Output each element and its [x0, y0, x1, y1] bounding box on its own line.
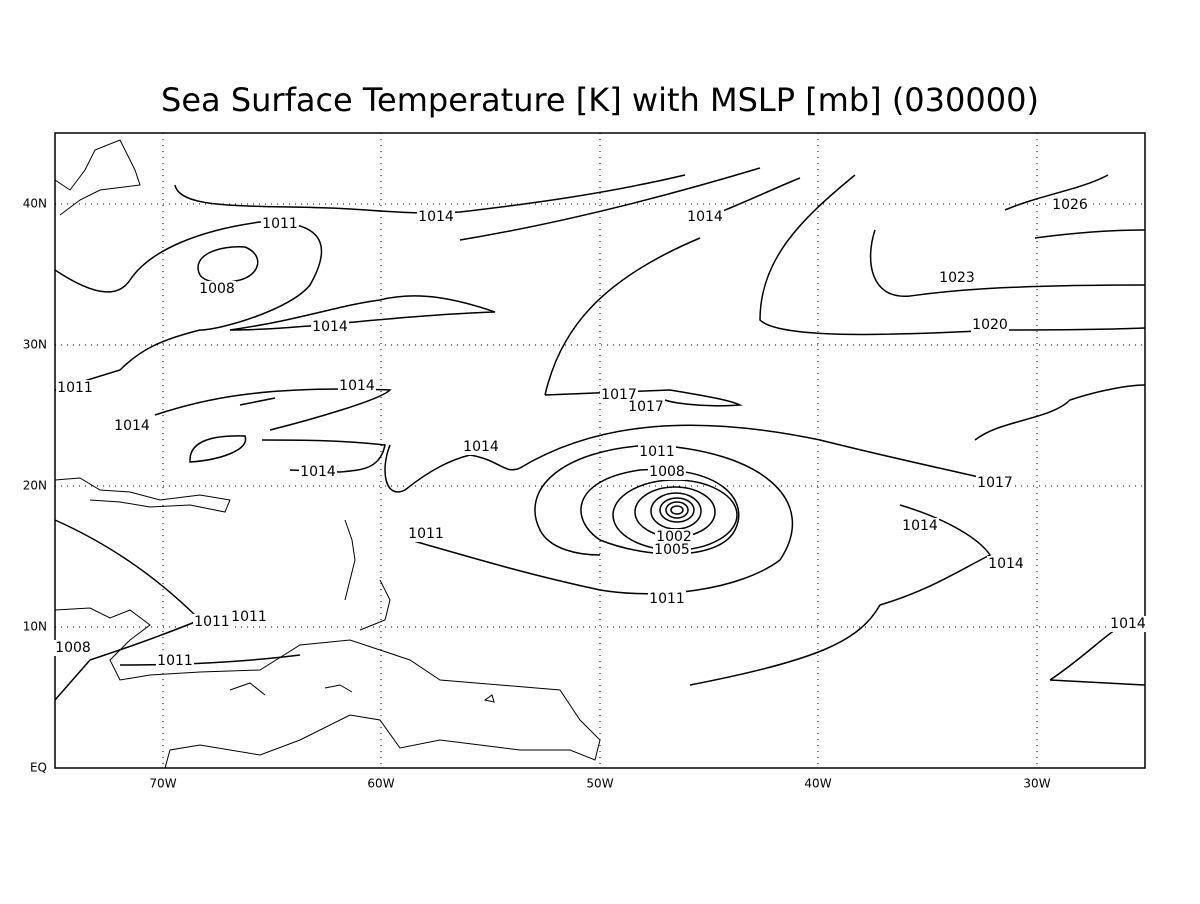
contour-label: 1008	[55, 640, 91, 656]
label-background	[653, 542, 691, 558]
isobar	[659, 497, 695, 523]
isobar	[689, 504, 992, 686]
isobar	[974, 384, 1146, 441]
contour-label: 1014	[339, 378, 375, 394]
label-background	[686, 209, 724, 225]
label-background	[976, 475, 1014, 491]
label-background	[648, 591, 686, 607]
isobar	[54, 221, 323, 391]
label-background	[938, 270, 976, 286]
contour-label: 1014	[988, 556, 1024, 572]
label-background	[901, 518, 939, 534]
label-background	[971, 317, 1009, 333]
isobar	[665, 501, 689, 519]
isobar	[670, 505, 684, 515]
contour-label: 1011	[194, 614, 230, 630]
coastline	[54, 477, 231, 513]
contour-label: 1011	[262, 216, 298, 232]
label-background	[56, 380, 94, 396]
coastlines	[54, 139, 601, 769]
contour-label: 1017	[977, 475, 1013, 491]
contour-label: 1008	[649, 464, 685, 480]
contour-label: 1011	[57, 380, 93, 396]
contour-label: 1014	[418, 209, 454, 225]
contour-label: 1014	[687, 209, 723, 225]
isobar	[174, 174, 686, 214]
label-background	[261, 216, 299, 232]
isobar	[869, 229, 1146, 297]
label-background	[638, 444, 676, 460]
contour-label: 1011	[408, 526, 444, 542]
label-background	[462, 439, 500, 455]
coastline	[229, 682, 495, 703]
label-background	[299, 464, 337, 480]
label-background	[407, 526, 445, 542]
contour-label: 1017	[628, 399, 664, 415]
contour-label: 1011	[231, 609, 267, 625]
coastline	[54, 139, 141, 216]
contour-label: 1014	[1110, 616, 1146, 632]
label-background	[113, 418, 151, 434]
isobar	[759, 174, 1146, 336]
contour-label: 1011	[639, 444, 675, 460]
lon-label: 40W	[804, 777, 831, 791]
lat-label: 10N	[23, 620, 47, 634]
label-background	[198, 281, 236, 297]
label-background	[193, 614, 231, 630]
coastline	[54, 607, 601, 769]
lat-label: 40N	[23, 197, 47, 211]
contour-label: 1026	[1052, 197, 1088, 213]
label-background	[648, 464, 686, 480]
contour-label: 1002	[656, 529, 692, 545]
isobar	[544, 237, 743, 407]
contour-label: 1014	[300, 464, 336, 480]
contour-label: 1014	[463, 439, 499, 455]
isobar	[409, 444, 794, 595]
label-background	[311, 319, 349, 335]
lon-label: 30W	[1023, 777, 1050, 791]
contour-label: 1005	[654, 542, 690, 558]
label-background	[1051, 197, 1089, 213]
lon-label: 50W	[586, 777, 613, 791]
isobar	[384, 424, 1001, 493]
lat-label: 30N	[23, 338, 47, 352]
label-background	[417, 209, 455, 225]
isobar	[189, 435, 247, 463]
lon-label: 60W	[367, 777, 394, 791]
label-background	[627, 399, 665, 415]
contour-labels: 1011 1008 1014 1014 1026 1023 1020 1014 1011 1014…	[54, 197, 1147, 669]
lat-label: EQ	[30, 761, 47, 775]
coastline	[344, 519, 391, 631]
label-background	[230, 609, 268, 625]
label-background	[54, 640, 92, 656]
contour-label: 1020	[972, 317, 1008, 333]
label-background	[1109, 616, 1147, 632]
label-background	[655, 529, 693, 545]
contour-label: 1011	[157, 653, 193, 669]
contour-label: 1014	[902, 518, 938, 534]
contour-label: 1008	[199, 281, 235, 297]
label-background	[338, 378, 376, 394]
grid: 70W 60W 50W 40W 30W EQ 10N 20N 30N 40N	[23, 133, 1145, 791]
map-frame	[54, 132, 1146, 769]
lat-label: 20N	[23, 479, 47, 493]
contour-label: 1023	[939, 270, 975, 286]
label-background	[156, 653, 194, 669]
contour-label: 1011	[649, 591, 685, 607]
contour-label: 1014	[312, 319, 348, 335]
isobar	[1004, 174, 1146, 239]
lon-label: 70W	[149, 777, 176, 791]
label-background	[987, 556, 1025, 572]
isobar	[261, 439, 386, 473]
contour-label: 1014	[114, 418, 150, 434]
title: Sea Surface Temperature [K] with MSLP [m…	[161, 81, 1039, 119]
